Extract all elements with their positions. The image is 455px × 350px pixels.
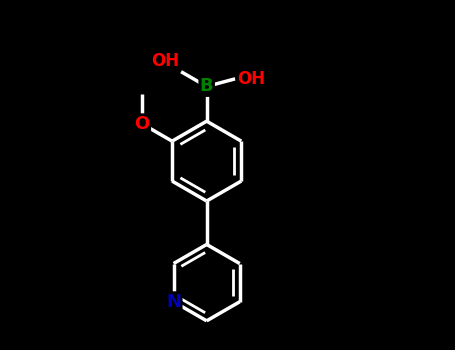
Text: OH: OH — [151, 52, 179, 70]
Text: O: O — [134, 115, 150, 133]
Text: N: N — [166, 293, 181, 311]
Text: B: B — [200, 77, 213, 96]
Text: OH: OH — [237, 70, 265, 88]
